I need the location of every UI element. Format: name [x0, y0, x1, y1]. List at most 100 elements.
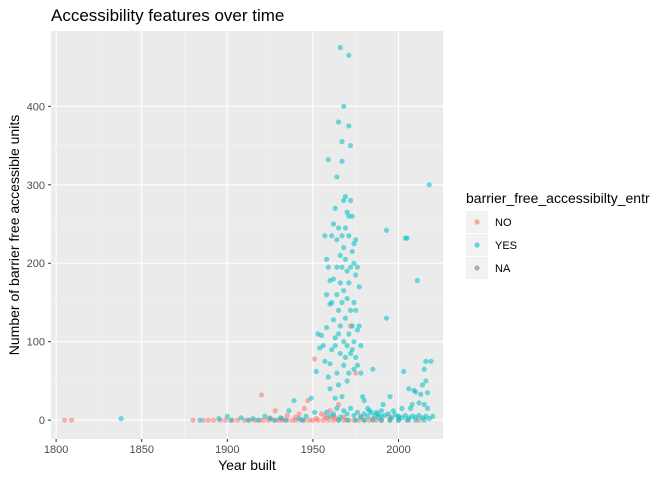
data-point-yes — [375, 414, 381, 420]
y-tick-label: 0 — [39, 415, 45, 427]
data-point-yes — [330, 411, 337, 417]
data-point-no — [335, 401, 342, 408]
data-point-yes — [407, 405, 414, 411]
data-point-yes — [347, 307, 354, 313]
data-point-yes — [334, 264, 340, 270]
data-point-yes — [342, 193, 349, 200]
data-point-yes — [414, 277, 420, 284]
data-point-yes — [312, 409, 318, 415]
data-point-no — [205, 417, 212, 423]
data-point-yes — [399, 405, 405, 411]
data-point-yes — [421, 366, 427, 372]
data-point-yes — [341, 339, 347, 345]
chart-title: Accessibility features over time — [51, 6, 284, 25]
data-point-yes — [337, 44, 343, 51]
data-point-yes — [335, 119, 342, 125]
data-point-yes — [272, 417, 278, 423]
data-point-yes — [344, 343, 350, 349]
data-point-yes — [325, 374, 331, 380]
data-point-yes — [255, 417, 261, 423]
data-point-yes — [332, 335, 338, 341]
data-point-yes — [325, 157, 331, 163]
x-tick-label: 2000 — [386, 444, 410, 456]
data-point-yes — [353, 307, 359, 313]
data-point-yes — [330, 276, 337, 282]
data-point-yes — [347, 350, 354, 357]
data-point-yes — [370, 366, 376, 372]
data-point-yes — [245, 417, 251, 423]
data-point-yes — [347, 264, 354, 270]
data-point-yes — [324, 324, 330, 331]
data-point-yes — [267, 416, 273, 422]
data-point-yes — [216, 416, 222, 422]
legend-key-point — [474, 219, 480, 225]
y-tick-label: 100 — [27, 337, 45, 349]
data-point-yes — [224, 413, 230, 419]
data-point-yes — [286, 408, 292, 414]
data-point-yes — [347, 405, 354, 411]
data-point-yes — [351, 339, 357, 345]
data-point-yes — [325, 264, 331, 270]
data-point-yes — [324, 409, 330, 415]
data-point-yes — [332, 343, 338, 349]
data-point-yes — [351, 260, 357, 266]
data-point-yes — [335, 307, 342, 313]
data-point-yes — [423, 358, 429, 364]
data-points — [62, 44, 436, 423]
data-point-yes — [344, 411, 350, 417]
data-point-yes — [347, 142, 354, 149]
data-point-yes — [359, 394, 366, 400]
legend-key-point — [474, 265, 480, 271]
data-point-yes — [351, 412, 357, 419]
data-point-no — [258, 392, 265, 398]
data-point-yes — [380, 401, 386, 408]
data-point-yes — [354, 409, 361, 415]
data-point-yes — [339, 299, 345, 306]
data-point-yes — [421, 401, 427, 408]
data-point-yes — [365, 413, 371, 419]
data-point-yes — [118, 416, 124, 422]
data-point-yes — [353, 417, 359, 423]
data-point-yes — [390, 408, 396, 414]
y-tick-label: 300 — [27, 180, 45, 192]
data-point-no — [296, 411, 302, 417]
x-tick-label: 1800 — [44, 444, 68, 456]
y-axis-title: Number of barrier free accessible units — [6, 115, 22, 355]
data-point-yes — [197, 417, 203, 423]
data-point-yes — [342, 225, 349, 231]
data-point-yes — [341, 197, 347, 204]
data-point-yes — [349, 346, 355, 353]
data-point-yes — [313, 368, 319, 375]
legend-items: NO YES NA — [466, 211, 517, 279]
data-point-yes — [368, 409, 374, 415]
data-point-yes — [342, 354, 349, 360]
data-point-yes — [332, 395, 338, 401]
data-point-yes — [342, 315, 349, 321]
data-point-yes — [353, 237, 359, 243]
legend-label: YES — [495, 240, 517, 252]
data-point-yes — [356, 323, 362, 329]
data-point-yes — [406, 386, 412, 392]
data-point-no — [190, 417, 196, 423]
data-point-yes — [339, 394, 345, 400]
data-point-yes — [250, 416, 256, 422]
data-point-yes — [419, 382, 426, 388]
data-point-yes — [416, 400, 422, 406]
data-point-yes — [303, 413, 309, 419]
data-point-yes — [354, 362, 361, 368]
data-point-yes — [344, 209, 350, 215]
data-point-yes — [401, 368, 407, 375]
legend: barrier_free_accessibilty_entr NO YES NA — [466, 190, 650, 279]
data-point-yes — [346, 233, 352, 239]
data-point-yes — [339, 264, 345, 270]
data-point-no — [301, 405, 307, 411]
data-point-yes — [339, 233, 345, 239]
legend-title: barrier_free_accessibilty_entr — [466, 190, 650, 206]
data-point-yes — [349, 213, 355, 219]
data-point-yes — [308, 395, 314, 401]
data-point-no — [211, 417, 217, 423]
data-point-yes — [423, 378, 429, 384]
data-point-yes — [353, 272, 359, 278]
data-point-yes — [327, 361, 333, 367]
